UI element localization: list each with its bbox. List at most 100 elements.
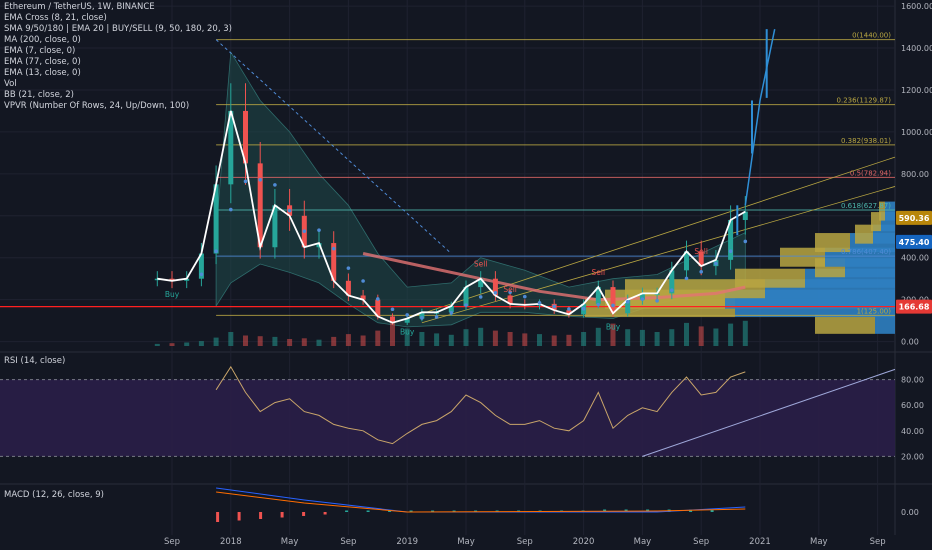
sell-signal[interactable]: Sell [474, 260, 488, 269]
price-candle [243, 110, 248, 164]
volume-bar [654, 332, 660, 346]
projection-line [744, 29, 776, 206]
ema-dot [625, 299, 630, 304]
volume-bar [257, 336, 263, 346]
time-axis-label[interactable]: Sep [340, 537, 356, 547]
trend-channel-line [407, 156, 896, 319]
price-axis-label: 0.00 [901, 338, 919, 347]
buy-signal[interactable]: Buy [165, 290, 180, 299]
volume-bar [537, 334, 542, 346]
volume-bar [551, 335, 557, 346]
fib-level-label[interactable]: 0.5(782.94) [850, 169, 891, 177]
macd-histogram-bar [259, 512, 263, 519]
indicator-sma-buysell[interactable]: SMA 9/50/180 | EMA 20 | BUY/SELL (9, 50,… [4, 24, 232, 34]
macd-histogram-bar [431, 510, 435, 512]
price-candle [272, 205, 278, 248]
volume-bar [198, 341, 204, 346]
macd-panel-title[interactable]: MACD (12, 26, close, 9) [4, 490, 104, 500]
price-axis-label: 1400.00 [901, 44, 932, 53]
indicator-vpvr[interactable]: VPVR (Number Of Rows, 24, Up/Down, 100) [4, 101, 190, 111]
fib-level-label[interactable]: 0(1440.00) [852, 32, 891, 40]
macd-histogram-bar [366, 510, 370, 512]
volume-bar [154, 343, 160, 346]
time-axis-label[interactable]: 2019 [396, 537, 418, 547]
ema-dot [523, 294, 527, 299]
fib-level-label[interactable]: 1(125.00) [857, 307, 892, 315]
ema-dot [302, 229, 307, 233]
time-axis-label[interactable]: May [457, 537, 475, 547]
volume-profile-bar [815, 314, 875, 334]
price-candle [463, 287, 469, 306]
macd-line [216, 487, 746, 513]
volume-profile-bar [825, 247, 895, 267]
time-axis-label[interactable]: May [810, 537, 828, 547]
time-axis-label[interactable]: May [634, 537, 652, 547]
fib-level-label[interactable]: 0.236(1129.87) [837, 97, 892, 105]
time-axis-label[interactable]: Sep [164, 537, 180, 547]
price-close-line [157, 110, 746, 324]
volume-bar [669, 329, 675, 346]
sell-signal[interactable]: Sell [694, 247, 708, 256]
indicator-ema7[interactable]: EMA (7, close, 0) [4, 46, 76, 56]
ema-dot [273, 183, 277, 187]
buy-signal[interactable]: Buy [606, 322, 621, 331]
volume-bar [169, 343, 175, 346]
volume-bar [728, 323, 734, 346]
indicator-ma200[interactable]: MA (200, close, 0) [4, 35, 81, 45]
price-candle [698, 251, 704, 267]
volume-profile-bar [735, 268, 805, 288]
macd-histogram-bar [452, 510, 456, 512]
indicator-ema77[interactable]: EMA (77, close, 0) [4, 57, 81, 67]
time-axis-label[interactable]: May [281, 537, 299, 547]
time-axis-label[interactable]: Sep [693, 537, 709, 547]
time-axis-label[interactable]: 2021 [749, 537, 771, 547]
volume-bar [272, 336, 278, 346]
volume-bar [243, 335, 248, 346]
time-axis-label[interactable]: Sep [517, 537, 533, 547]
sell-signal[interactable]: Sell [503, 285, 517, 294]
time-axis-label[interactable]: 2020 [573, 537, 595, 547]
buy-signal[interactable]: Buy [400, 328, 415, 337]
ema-dot [478, 295, 483, 299]
rsi-axis-label: 40.00 [901, 427, 924, 436]
price-candle [419, 312, 425, 319]
indicator-ema-cross[interactable]: EMA Cross (8, 21, close) [4, 13, 107, 23]
ema-dot [405, 313, 410, 317]
price-candle [404, 318, 410, 323]
ema-dot [287, 208, 292, 213]
volume-bar [375, 330, 381, 346]
price-candle [184, 278, 190, 281]
price-badge-label[interactable]: 590.36 [899, 214, 930, 223]
price-candle [331, 243, 337, 281]
time-axis-label[interactable]: 2018 [220, 537, 242, 547]
indicator-ema13[interactable]: EMA (13, close, 0) [4, 68, 81, 78]
volume-bar [331, 336, 337, 346]
price-candle [360, 295, 366, 300]
ma200-line [362, 252, 746, 302]
volume-bar [492, 330, 498, 346]
time-axis-label[interactable]: Sep [870, 537, 886, 547]
rsi-panel-title[interactable]: RSI (14, close) [4, 356, 66, 366]
price-badge-label[interactable]: 475.40 [899, 238, 930, 247]
price-badge-label[interactable]: 166.68 [899, 303, 930, 312]
fib-level-label[interactable]: 0.786(407.40) [841, 248, 891, 256]
macd-axis-label: 0.00 [901, 508, 919, 517]
indicator-bb[interactable]: BB (21, close, 2) [4, 90, 74, 100]
ema-dot [552, 304, 556, 309]
ema-dot [684, 276, 689, 281]
rsi-axis-label: 80.00 [901, 376, 924, 385]
indicator-vol[interactable]: Vol [4, 79, 17, 89]
fib-level-label[interactable]: 0.618(627.87) [841, 202, 891, 210]
rsi-band [0, 379, 895, 457]
price-candle [728, 219, 734, 260]
sell-signal[interactable]: Sell [592, 268, 606, 277]
ema-dot [317, 228, 321, 232]
volume-bar [360, 335, 366, 346]
macd-histogram-bar [689, 509, 693, 512]
price-candle [198, 253, 204, 279]
fib-level-label[interactable]: 0.382(938.01) [841, 137, 891, 145]
trend-line [215, 39, 452, 254]
symbol-title[interactable]: Ethereum / TetherUS, 1W, BINANCE [4, 2, 155, 12]
